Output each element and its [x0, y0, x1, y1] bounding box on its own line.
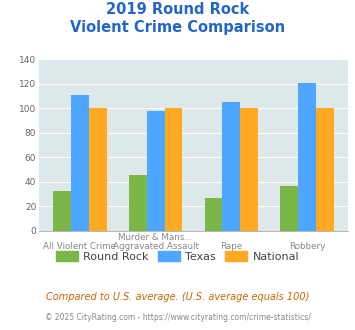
Bar	[280, 186, 298, 231]
Bar	[129, 175, 147, 231]
Text: 2019 Round Rock: 2019 Round Rock	[106, 2, 249, 16]
Text: Robbery: Robbery	[289, 242, 325, 250]
Text: Compared to U.S. average. (U.S. average equals 100): Compared to U.S. average. (U.S. average …	[46, 292, 309, 302]
Legend: Round Rock, Texas, National: Round Rock, Texas, National	[51, 247, 304, 267]
Bar	[164, 109, 182, 231]
Bar	[71, 95, 89, 231]
Text: Rape: Rape	[220, 242, 242, 250]
Text: Murder & Mans...: Murder & Mans...	[119, 233, 193, 242]
Bar	[298, 83, 316, 231]
Bar	[204, 198, 223, 231]
Text: Aggravated Assault: Aggravated Assault	[113, 242, 198, 250]
Text: Violent Crime Comparison: Violent Crime Comparison	[70, 20, 285, 35]
Bar	[89, 109, 106, 231]
Bar	[223, 102, 240, 231]
Bar	[147, 111, 164, 231]
Text: © 2025 CityRating.com - https://www.cityrating.com/crime-statistics/: © 2025 CityRating.com - https://www.city…	[45, 313, 310, 322]
Bar	[53, 190, 71, 231]
Bar	[240, 109, 258, 231]
Bar	[316, 109, 334, 231]
Text: All Violent Crime: All Violent Crime	[43, 242, 116, 250]
